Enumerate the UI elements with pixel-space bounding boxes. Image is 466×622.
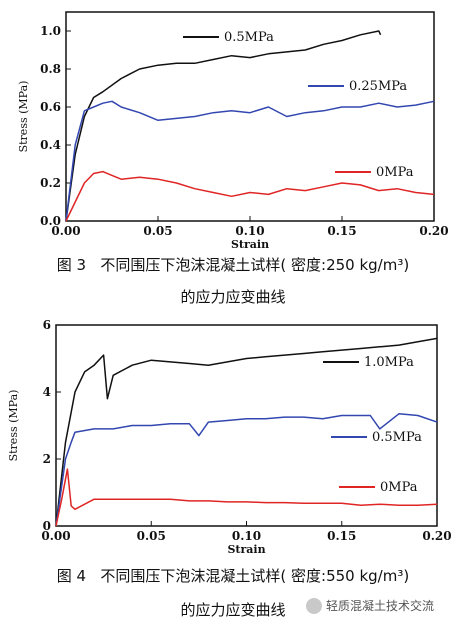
y-tick-label: 2 xyxy=(43,452,51,466)
series-line-1.0MPa xyxy=(55,337,438,527)
figure-4-title: 不同围压下泡沫混凝土试样( 密度:550 kg/m³) xyxy=(100,567,410,585)
series-line-0MPa xyxy=(55,468,438,527)
legend-label: 0MPa xyxy=(380,480,418,495)
y-tick-label: 0.2 xyxy=(40,176,61,190)
watermark: 轻质混凝土技术交流 xyxy=(306,597,434,614)
chart-2: 0.00 0.05 0.10 0.15 0.20 0 2 4 6 Strain Stress (MP… xyxy=(7,318,452,556)
series-line-0MPa xyxy=(65,170,435,222)
y-tick-label: 0 xyxy=(43,519,51,533)
series-line-0.5MPa xyxy=(55,413,438,527)
figure-3-number: 图 3 xyxy=(56,256,87,274)
x-axis-label: Strain xyxy=(227,543,265,556)
figure-4-caption: 图 4 不同围压下泡沫混凝土试样( 密度:550 kg/m³) xyxy=(0,565,466,586)
legend-label: 0.25MPa xyxy=(349,79,407,94)
figure-4-number: 图 4 xyxy=(56,567,87,585)
legend-label: 0.5MPa xyxy=(372,430,422,445)
figure-3-caption-line2: 的应力应变曲线 xyxy=(180,288,286,306)
x-tick-label: 0.10 xyxy=(232,529,261,543)
wechat-icon xyxy=(306,597,322,614)
y-tick-label: 0.8 xyxy=(40,62,61,76)
x-tick-label: 0.00 xyxy=(41,529,70,543)
legend-label: 0MPa xyxy=(376,165,414,180)
x-tick-label: 0.20 xyxy=(422,529,451,543)
y-tick-label: 0.6 xyxy=(40,100,61,114)
y-tick-label: 0.4 xyxy=(40,138,61,152)
x-tick-label: 0.15 xyxy=(327,529,356,543)
series-line-0.5MPa xyxy=(65,30,382,222)
x-tick-label: 0.20 xyxy=(419,224,448,238)
x-tick-label: 0.10 xyxy=(235,224,264,238)
x-tick-label: 0.05 xyxy=(143,224,172,238)
y-axis-label: Stress (MPa) xyxy=(17,81,30,153)
y-tick-label: 1.0 xyxy=(40,24,61,38)
x-axis-label: Strain xyxy=(231,238,269,251)
figure-3-title: 不同围压下泡沫混凝土试样( 密度:250 kg/m³) xyxy=(100,256,410,274)
y-tick-label: 6 xyxy=(43,318,51,332)
chart-1: 0.00 0.05 0.10 0.15 0.20 0.0 0.2 0.4 0.6 0.8 1.0 St… xyxy=(17,11,449,251)
series-line-0.25MPa xyxy=(65,100,435,222)
watermark-text: 轻质混凝土技术交流 xyxy=(326,599,435,613)
x-tick-label: 0.15 xyxy=(327,224,356,238)
legend-label: 1.0MPa xyxy=(364,355,414,370)
x-tick-label: 0.00 xyxy=(51,224,80,238)
y-tick-label: 4 xyxy=(43,385,51,399)
legend-label: 0.5MPa xyxy=(224,30,274,45)
figure-4-caption-line2: 的应力应变曲线 xyxy=(180,601,286,619)
x-tick-label: 0.05 xyxy=(137,529,166,543)
figure-3-caption: 图 3 不同围压下泡沫混凝土试样( 密度:250 kg/m³) xyxy=(0,254,466,275)
y-axis-label: Stress (MPa) xyxy=(7,390,20,462)
y-tick-label: 0.0 xyxy=(40,214,61,228)
